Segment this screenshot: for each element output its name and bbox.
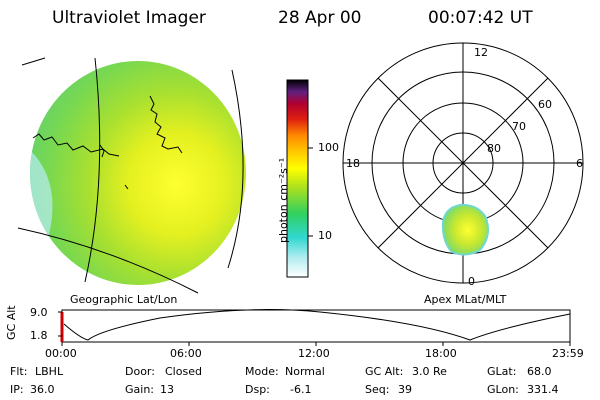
lat-label-80: 80 <box>487 142 501 155</box>
status-door-label: Door: <box>125 365 155 378</box>
mlt-label-18: 18 <box>346 157 360 170</box>
colorbar-tick-10: 10 <box>318 229 332 242</box>
mlt-label-12: 12 <box>474 46 488 59</box>
lat-label-70: 70 <box>512 120 526 133</box>
status-ip-value: 36.0 <box>30 383 55 396</box>
colorbar-tick-100: 100 <box>318 141 339 154</box>
date-label: 28 Apr 00 <box>278 8 362 28</box>
altitude-xtick-1200: 12:00 <box>298 347 330 360</box>
status-seq-value: 39 <box>398 383 412 396</box>
status-flt-value: LBHL <box>35 365 64 378</box>
time-label: 00:07:42 UT <box>428 8 533 28</box>
status-mode-label: Mode: <box>245 365 279 378</box>
altitude-xtick-0600: 06:00 <box>170 347 202 360</box>
altitude-xtick-0000: 00:00 <box>45 347 77 360</box>
status-seq-label: Seq: <box>365 383 390 396</box>
earth-image <box>30 61 246 285</box>
geographic-grid <box>17 57 244 294</box>
colorbar-unit-label: photon cm⁻²s⁻¹ <box>277 157 290 243</box>
apex-caption: Apex MLat/MLT <box>424 293 507 306</box>
status-gcalt-label: GC Alt: <box>365 365 404 378</box>
lat-label-60: 60 <box>538 98 552 111</box>
status-mode-value: Normal <box>285 365 325 378</box>
altitude-plot <box>58 309 571 346</box>
instrument-title: Ultraviolet Imager <box>52 8 206 28</box>
status-gain-value: 13 <box>160 383 174 396</box>
geographic-caption: Geographic Lat/Lon <box>70 293 178 306</box>
status-flt-label: Flt: <box>10 365 28 378</box>
status-dsp-label: Dsp: <box>245 383 270 396</box>
status-glon-label: GLon: <box>487 383 519 396</box>
altitude-ytick-1-8: 1.8 <box>30 329 48 342</box>
mlt-label-0: 0 <box>468 275 475 288</box>
status-gain-label: Gain: <box>125 383 154 396</box>
altitude-ylabel: GC Alt <box>5 305 18 340</box>
status-ip-label: IP: <box>10 383 24 396</box>
altitude-xtick-2359: 23:59 <box>552 347 584 360</box>
colorbar <box>286 79 313 278</box>
status-glon-value: 331.4 <box>527 383 559 396</box>
status-glat-label: GLat: <box>487 365 517 378</box>
altitude-ytick-9: 9.0 <box>30 306 48 319</box>
auroral-oval <box>441 203 489 256</box>
status-glat-value: 68.0 <box>527 365 552 378</box>
mlt-label-6: 6 <box>576 157 583 170</box>
status-dsp-value: -6.1 <box>290 383 312 396</box>
status-door-value: Closed <box>165 365 202 378</box>
altitude-xtick-1800: 18:00 <box>425 347 457 360</box>
status-gcalt-value: 3.0 Re <box>412 365 447 378</box>
